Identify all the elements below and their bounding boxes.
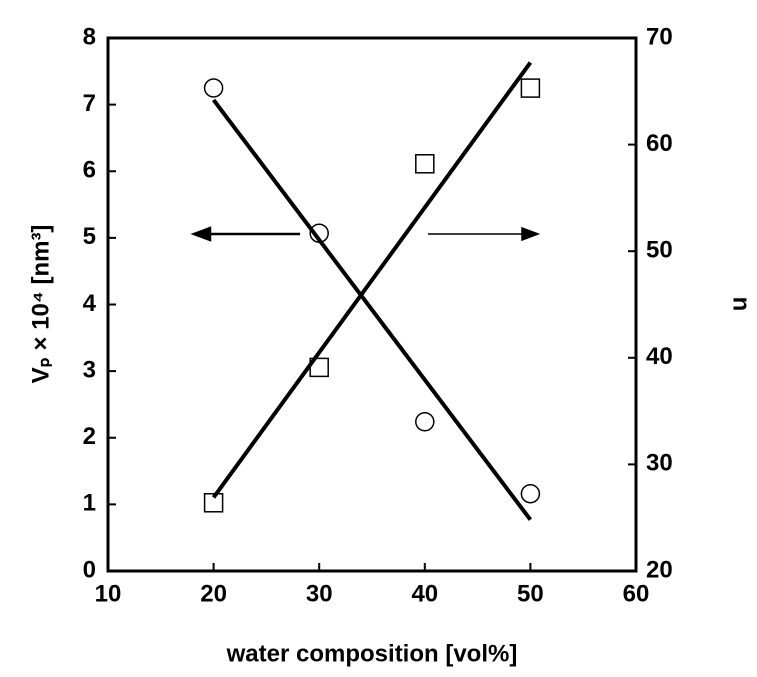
y-tick-label: 0 [83,556,96,583]
x-axis-label: water composition [vol%] [226,640,518,667]
y2-tick-label: 60 [646,130,673,157]
x-tick-label: 40 [411,580,438,607]
y2-tick-label: 40 [646,343,673,370]
y-tick-label: 3 [83,356,96,383]
circle-point [415,412,435,432]
x-tick-label: 10 [95,580,122,607]
y-tick-label: 1 [83,490,96,517]
square-point [520,78,541,98]
y-tick-label: 2 [83,423,96,450]
x-tick-label: 50 [517,580,544,607]
square-point [415,154,435,174]
y-tick-label: 7 [83,90,96,117]
arrow-left [190,226,300,242]
x-tick-label: 30 [306,580,333,607]
y2-tick-label: 50 [646,237,673,264]
arrow-right [428,226,541,242]
circle-point [203,78,224,98]
fit-line [211,61,533,499]
x-tick-label: 20 [200,580,227,607]
circle-point [520,483,541,504]
y-tick-label: 8 [83,23,96,50]
y-tick-label: 6 [83,157,96,184]
y-tick-label: 5 [83,223,96,250]
y2-tick-label: 70 [646,23,673,50]
y2-tick-label: 30 [646,450,673,477]
fit-line [212,98,532,521]
y2-axis-label: n [728,297,755,312]
plot-frame [106,36,638,573]
y-axis-label: Vₚ × 10⁴ [nm³] [27,225,54,384]
y2-tick-label: 20 [646,556,673,583]
square-point [203,493,224,513]
x-tick-label: 60 [623,580,650,607]
y-tick-label: 4 [83,290,97,317]
